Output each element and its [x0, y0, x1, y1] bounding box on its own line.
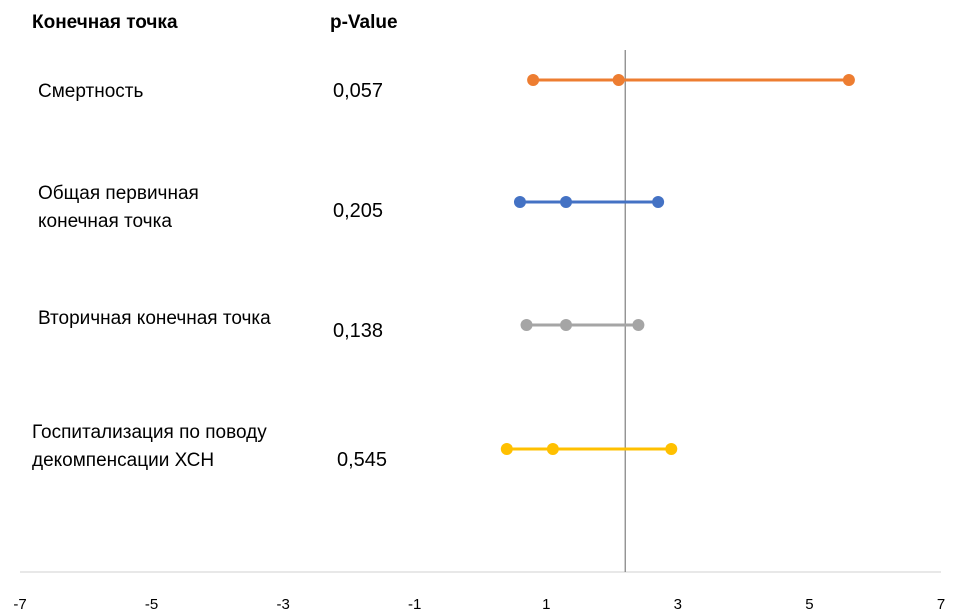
pvalue-column-header: p-Value	[330, 12, 398, 33]
ci-lower-point-row-4	[500, 443, 513, 455]
row-pvalue-primary-endpoint: 0,205	[333, 200, 384, 222]
x-tick-label: -7	[13, 596, 26, 613]
ci-lower-point-row-3	[520, 319, 533, 331]
endpoint-column-header: Конечная точка	[32, 12, 178, 33]
x-tick-label: -1	[408, 596, 421, 613]
ci-upper-point-row-3	[632, 319, 645, 331]
ci-upper-point-row-4	[665, 443, 678, 455]
row-label-secondary-endpoint: Вторичная конечная точка	[38, 308, 271, 329]
estimate-point-row-4	[546, 443, 559, 455]
ci-upper-point-row-2	[652, 196, 665, 208]
estimate-point-row-3	[560, 319, 573, 331]
x-tick-label: 7	[937, 596, 945, 613]
ci-lower-point-row-2	[513, 196, 526, 208]
x-tick-label: 5	[805, 596, 813, 613]
x-tick-label: -5	[145, 596, 158, 613]
row-label-hospitalization: Госпитализация по поводу декомпенсации Х…	[32, 422, 267, 471]
ci-upper-point-row-1	[842, 74, 855, 86]
estimate-point-row-1	[612, 74, 625, 86]
x-tick-label: -3	[276, 596, 289, 613]
row-label-mortality: Смертность	[38, 81, 144, 102]
row-pvalue-hospitalization: 0,545	[337, 449, 388, 471]
estimate-point-row-2	[560, 196, 573, 208]
row-pvalue-mortality: 0,057	[333, 80, 384, 102]
row-pvalue-secondary-endpoint: 0,138	[333, 320, 384, 342]
x-tick-label: 1	[542, 596, 550, 613]
ci-lower-point-row-1	[527, 74, 540, 86]
row-label-primary-endpoint: Общая первичная конечная точка	[38, 183, 199, 232]
x-tick-label: 3	[674, 596, 682, 613]
